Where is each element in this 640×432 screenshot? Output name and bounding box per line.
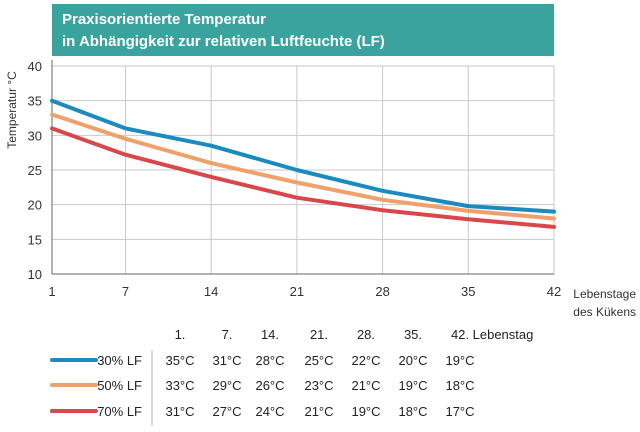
x-tick-label: 7 <box>122 284 129 299</box>
y-tick-label: 40 <box>28 59 42 74</box>
table-cell: 19°C <box>351 404 380 419</box>
table-cell: 18°C <box>445 378 474 393</box>
table-cell: 19°C <box>445 353 474 368</box>
x-tick-label: 14 <box>204 284 218 299</box>
legend-label: 70% LF <box>97 404 142 419</box>
table-cell: 25°C <box>304 353 333 368</box>
table-cell: 19°C <box>398 378 427 393</box>
x-tick-label: 28 <box>375 284 389 299</box>
legend-label: 30% LF <box>97 353 142 368</box>
table-cell: 27°C <box>212 404 241 419</box>
legend-label: 50% LF <box>97 378 142 393</box>
table-header-day: 7. <box>222 327 233 342</box>
series-line <box>50 112 556 221</box>
table-cell: 21°C <box>304 404 333 419</box>
series-line <box>50 126 556 229</box>
table-cell: 33°C <box>165 378 194 393</box>
y-tick-label: 35 <box>28 94 42 109</box>
x-tick-label: 42 <box>547 284 561 299</box>
y-axis-label: Temperatur °C <box>5 71 19 149</box>
table-cell: 20°C <box>398 353 427 368</box>
x-axis-label-line2: des Kükens <box>573 305 636 319</box>
x-tick-label: 35 <box>461 284 475 299</box>
y-tick-label: 15 <box>28 232 42 247</box>
table-header-day: 21. <box>310 327 328 342</box>
table-cell: 23°C <box>304 378 333 393</box>
table-cell: 21°C <box>351 378 380 393</box>
table-header-label: Lebenstag <box>473 327 534 342</box>
x-tick-labels: 1 7 14 21 28 35 42 <box>48 284 561 299</box>
x-axis-label-line1: Lebenstage <box>573 287 636 301</box>
chart-subtitle: in Abhängigkeit zur relativen Luftfeucht… <box>62 33 385 50</box>
title-banner <box>52 4 554 56</box>
table-header-day: 42. <box>451 327 469 342</box>
table-cell: 35°C <box>165 353 194 368</box>
x-tick-label: 21 <box>290 284 304 299</box>
table-cell: 29°C <box>212 378 241 393</box>
table-header-day: 35. <box>404 327 422 342</box>
table-cell: 28°C <box>255 353 284 368</box>
table-cell: 18°C <box>398 404 427 419</box>
data-table: 1. 7. 14. 21. 28. 35. 42. Lebenstag 30% LF 35°C 31… <box>50 327 534 426</box>
y-tick-label: 30 <box>28 128 42 143</box>
y-tick-label: 25 <box>28 163 42 178</box>
table-cell: 31°C <box>212 353 241 368</box>
y-tick-label: 20 <box>28 198 42 213</box>
table-cell: 31°C <box>165 404 194 419</box>
axes <box>51 60 554 275</box>
table-cell: 17°C <box>445 404 474 419</box>
table-cell: 24°C <box>255 404 284 419</box>
series-lines <box>50 98 556 229</box>
chart-title: Praxisorientierte Temperatur <box>62 11 266 28</box>
table-cell: 26°C <box>255 378 284 393</box>
table-header-day: 14. <box>261 327 279 342</box>
x-tick-label: 1 <box>48 284 55 299</box>
table-cell: 22°C <box>351 353 380 368</box>
y-tick-label: 10 <box>28 267 42 282</box>
table-header-day: 28. <box>357 327 375 342</box>
table-header-day: 1. <box>175 327 186 342</box>
y-tick-labels: 10 15 20 25 30 35 40 <box>28 59 42 282</box>
series-line <box>50 98 556 214</box>
